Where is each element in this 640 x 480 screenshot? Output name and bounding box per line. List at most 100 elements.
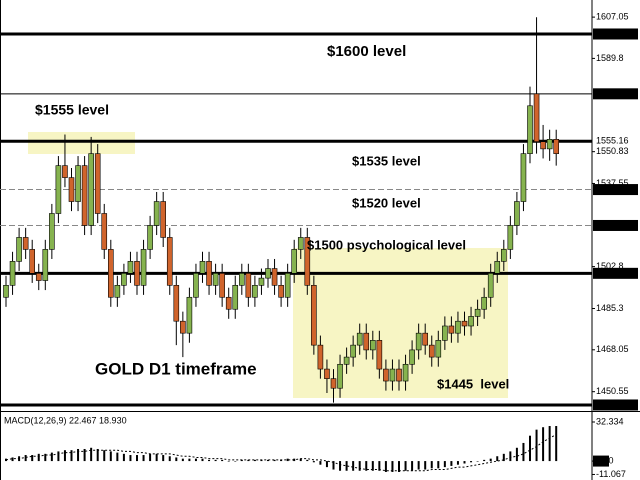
macd-bar [391, 461, 394, 472]
candle-body [278, 285, 284, 298]
macd-pane: MACD(12,26,9) 22.467 18.930 32.334 0.00 -11… [4, 415, 626, 478]
macd-bar [234, 461, 237, 462]
macd-bar [339, 461, 342, 471]
y-tick-label: 1607.05 [596, 11, 629, 21]
candle-body [487, 273, 494, 298]
macd-bar [384, 461, 387, 472]
candle-body [252, 285, 258, 298]
candle-body [297, 237, 304, 250]
macd-bar [142, 455, 145, 462]
candle-body [166, 237, 173, 286]
annotation: $1520 level [352, 195, 421, 210]
candle-body [428, 344, 435, 358]
y-tick-label: 1485.3 [596, 303, 624, 313]
macd-bar [168, 456, 171, 462]
candle-body [16, 237, 22, 262]
macd-bar [90, 447, 93, 462]
macd-bar [529, 435, 531, 462]
y-tick-label: 1468.05 [596, 344, 629, 354]
macd-bar [371, 461, 374, 471]
candle-body [94, 153, 101, 214]
macd-bar [208, 459, 211, 462]
annotation: $1555 level [35, 102, 109, 118]
y-tick-label: 32.334 [596, 416, 624, 426]
candle-body [88, 153, 94, 226]
candle-body [134, 261, 140, 286]
candle-body [232, 285, 239, 310]
macd-bar [332, 461, 335, 470]
candle-body [193, 273, 199, 298]
level-label: 1500.00 [596, 268, 629, 278]
candle-body [29, 249, 36, 274]
level-label: 1600.00 [596, 28, 629, 38]
candle-body [546, 138, 553, 150]
macd-bar [122, 453, 125, 462]
level-label-box [593, 399, 638, 411]
macd-bar [201, 458, 204, 462]
candle-body [62, 165, 68, 178]
macd-bar [194, 458, 197, 462]
macd-bar [548, 426, 551, 462]
candle-body [363, 332, 370, 351]
candle-body [271, 268, 278, 286]
candle-body [239, 273, 245, 286]
macd-bar [63, 450, 66, 462]
macd-bar [96, 448, 99, 462]
candle-body [186, 296, 193, 334]
candle-body [494, 261, 501, 274]
macd-bar [502, 453, 505, 462]
level-label-box [593, 28, 638, 40]
candle-body [350, 344, 356, 358]
macd-bar [24, 455, 27, 462]
candle-body [317, 344, 324, 370]
level-label-box [593, 267, 638, 279]
macd-bar [365, 461, 368, 471]
macd-bar [227, 461, 230, 462]
macd-bar [463, 461, 466, 464]
macd-bar [417, 461, 420, 470]
candle-body [383, 368, 389, 382]
candle-body [81, 165, 88, 226]
level-label: 1445.00 [596, 399, 629, 409]
candle-body [481, 296, 487, 310]
candle-body [396, 368, 402, 382]
candle-body [108, 249, 114, 298]
y-tick-label: 1450.55 [596, 386, 629, 396]
macd-bar [312, 461, 315, 463]
candle-body [160, 201, 166, 238]
candle-body [284, 273, 291, 298]
macd-bar [535, 429, 538, 462]
macd-bar [247, 459, 250, 462]
highlight-zone [28, 132, 135, 154]
candle-body [409, 349, 415, 365]
candle-body [343, 356, 350, 365]
macd-bar [83, 448, 86, 462]
macd-bar [44, 453, 47, 462]
annotation: GOLD D1 timeframe [95, 359, 257, 378]
candle-body [330, 378, 337, 389]
candle-body [337, 363, 343, 389]
macd-bar [319, 461, 322, 465]
macd-bar [181, 458, 184, 462]
candle-body [415, 332, 422, 351]
candle-body [533, 93, 540, 142]
level-label: 1535.00 [596, 184, 629, 194]
candle-body [199, 261, 206, 274]
candle-body [356, 332, 363, 346]
macd-bar [345, 461, 348, 471]
price-pane: 1600.00 1575.00 1555.16 1535.00 1520.00 1500.… [0, 11, 638, 411]
candle-body [514, 201, 520, 226]
candle-body [35, 273, 42, 281]
macd-bar [437, 461, 440, 469]
macd-bar [50, 452, 53, 462]
candle-body [402, 363, 409, 382]
candle-body [507, 225, 514, 250]
macd-bar [430, 461, 433, 469]
macd-bar [70, 450, 73, 462]
macd-bar [358, 461, 361, 471]
candle-body [9, 261, 16, 286]
candle-body [324, 368, 330, 379]
candle-body [553, 138, 560, 154]
macd-bar [149, 453, 152, 462]
